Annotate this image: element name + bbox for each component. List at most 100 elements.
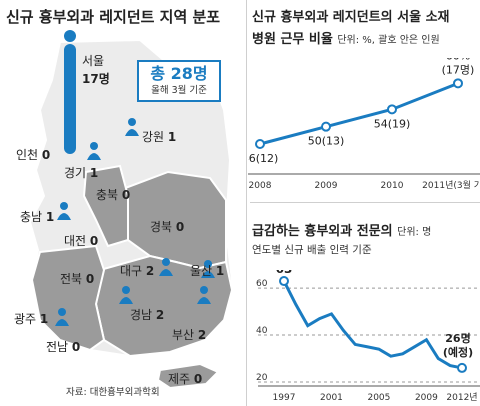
region-label-14: 전남 0 — [46, 338, 80, 356]
region-value: 1 — [90, 166, 98, 180]
region-label-6: 대전 0 — [64, 232, 98, 250]
region-name: 전남 — [46, 340, 72, 354]
data-point — [378, 348, 380, 350]
last-data-label-note: (예정) — [443, 345, 473, 359]
region-label-5: 충남 1 — [20, 208, 54, 226]
first-data-label: 63 — [276, 270, 293, 276]
region-name: 광주 — [14, 312, 40, 326]
panel-divider-vertical — [246, 0, 247, 406]
line-chart-2: 60 40 20 1997 2001 2005 2009 2012년 63 26명(예정) — [248, 270, 480, 406]
region-label-2: 경기 1 — [64, 164, 98, 182]
series-line — [284, 281, 462, 368]
x-tick-label: 2009 — [315, 181, 338, 191]
region-name: 대전 — [64, 234, 90, 248]
data-label: 54(19) — [374, 117, 411, 130]
data-label: 46(12) — [248, 152, 278, 165]
region-label-7: 경북 0 — [150, 218, 184, 236]
region-name: 경기 — [64, 166, 90, 180]
region-name: 부산 — [172, 328, 198, 342]
region-name: 대구 — [120, 264, 146, 278]
x-tick-label: 2009 — [415, 393, 438, 403]
region-label-3: 강원 1 — [142, 128, 176, 146]
x-tick-label: 2012년 — [446, 392, 477, 403]
data-point — [342, 329, 344, 331]
region-name: 서울 — [82, 52, 110, 70]
data-point — [330, 313, 332, 315]
line2-unit: 단위: 명 — [397, 227, 431, 238]
line1-title-line2: 병원 근무 비율 단위: %, 괄호 안은 인원 — [252, 28, 440, 47]
region-name: 전북 — [60, 272, 86, 286]
region-value: 2 — [146, 264, 154, 278]
region-value: 2 — [198, 328, 206, 342]
region-name: 경남 — [130, 308, 156, 322]
data-point — [413, 346, 415, 348]
region-name: 강원 — [142, 130, 168, 144]
region-label-10: 전북 0 — [60, 270, 94, 288]
region-label-4: 충북 0 — [96, 186, 130, 204]
region-value: 0 — [86, 272, 94, 286]
seoul-bar — [64, 44, 76, 154]
region-name: 경북 — [150, 220, 176, 234]
region-name: 울산 — [190, 264, 216, 278]
data-point — [256, 140, 264, 148]
region-value: 0 — [42, 148, 50, 162]
region-name: 충남 — [20, 210, 46, 224]
x-tick-label: 2005 — [367, 393, 390, 403]
last-data-label: 26명 — [445, 331, 470, 345]
data-point — [390, 355, 392, 357]
region-value: 1 — [216, 264, 224, 278]
first-point — [280, 277, 288, 285]
line1-title-line1: 신규 흉부외과 레지던트의 서울 소재 — [252, 6, 450, 25]
x-tick-label: 2008 — [249, 181, 272, 191]
source-note: 자료: 대한흉부외과학회 — [66, 384, 160, 398]
y-tick-label: 20 — [256, 373, 268, 383]
region-label-0: 서울 17명 — [82, 52, 110, 88]
x-tick-label: 1997 — [273, 393, 296, 403]
data-point — [354, 343, 356, 345]
x-tick-label: 2001 — [320, 393, 343, 403]
data-point — [388, 105, 396, 113]
seoul-person-head — [64, 30, 76, 42]
region-label-13: 광주 1 — [14, 310, 48, 328]
region-shape-jeolla — [32, 246, 104, 350]
x-tick-label: 2010 — [381, 181, 404, 191]
data-point — [454, 79, 462, 87]
data-point — [295, 303, 297, 305]
region-value: 0 — [194, 372, 202, 386]
series-line — [260, 83, 458, 144]
region-name: 제주 — [168, 372, 194, 386]
data-label: 50(13) — [308, 135, 345, 148]
line2-title-text: 급감하는 흉부외과 전문의 — [252, 224, 393, 239]
line-chart-1: 2008 46(12) 2009 50(13) 2010 54(19) 2011년(3월 기… — [248, 58, 480, 198]
data-point — [401, 353, 403, 355]
data-point — [425, 339, 427, 341]
line1-unit: 단위: %, 괄호 안은 인원 — [337, 35, 439, 46]
total-count: 총 28명 — [139, 64, 219, 84]
line2-title: 급감하는 흉부외과 전문의 단위: 명 — [252, 220, 431, 239]
data-label-extra: (17명) — [442, 63, 475, 76]
region-value: 1 — [168, 130, 176, 144]
data-label: 60% — [446, 58, 470, 62]
region-name: 충북 — [96, 188, 122, 202]
data-point — [437, 357, 439, 359]
region-label-12: 부산 2 — [172, 326, 206, 344]
line2-subtitle: 연도별 신규 배출 인력 기준 — [252, 242, 372, 257]
region-label-15: 제주 0 — [168, 370, 202, 388]
x-tick-label: 2011년(3월 기준) — [422, 179, 480, 191]
region-value: 0 — [176, 220, 184, 234]
y-tick-label: 60 — [256, 279, 268, 289]
region-value: 17명 — [82, 70, 110, 88]
region-value: 1 — [40, 312, 48, 326]
data-point — [322, 123, 330, 131]
data-point — [449, 364, 451, 366]
y-tick-label: 40 — [256, 326, 268, 336]
region-name: 인천 — [16, 148, 42, 162]
region-value: 1 — [46, 210, 54, 224]
region-label-11: 경남 2 — [130, 306, 164, 324]
last-point — [458, 364, 466, 372]
data-point — [307, 324, 309, 326]
total-note: 올해 3월 기준 — [139, 84, 219, 98]
region-label-9: 울산 1 — [190, 262, 224, 280]
line1-title-text: 병원 근무 비율 — [252, 32, 333, 47]
region-value: 0 — [72, 340, 80, 354]
